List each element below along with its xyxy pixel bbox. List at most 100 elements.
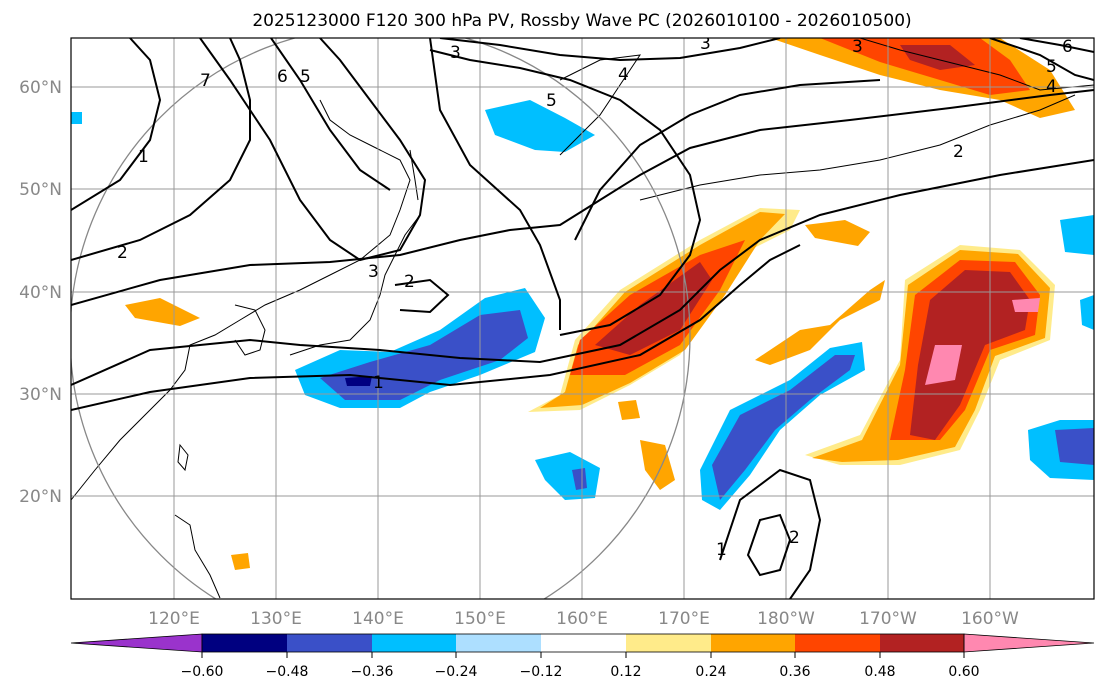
anomaly-positive-east-max-b [1012,298,1040,312]
anomaly-negative-east-core [1055,428,1094,465]
pv-anomaly-fills [71,38,1094,570]
anomaly-positive-small-d [618,400,640,420]
region-circle [71,38,691,599]
lon-tick-label: 130°E [250,609,302,629]
colorbar-label: 0.12 [610,664,641,680]
lat-tick-labels: 60°N 50°N 40°N 30°N 20°N [19,78,62,507]
lon-tick-label: 150°E [454,609,506,629]
anomaly-positive-small-c [640,440,675,490]
anomaly-negative-trop-a-core [712,355,855,500]
colorbar-bin [880,634,964,652]
lon-tick-label: 170°W [859,609,917,629]
contour-labels: 3 3 4 5 6 5 4 7 6 5 1 2 3 2 1 2 3 1 2 [117,34,1073,560]
contour-label: 5 [1046,57,1057,77]
colorbar-label: −0.12 [520,664,563,680]
coastline-kamchatka [559,54,642,156]
colorbar-bin [795,634,880,652]
contour-1-south [71,244,801,411]
contour-label: 3 [368,262,379,282]
contour-low [719,468,822,599]
anomaly-positive-mid [755,280,885,365]
contour-label: 5 [546,91,557,111]
pv-contours [71,38,1094,599]
contour-trough-2 [71,38,162,211]
coastline-aleutians [639,94,1076,201]
colorbar-extend-right [963,633,1095,653]
contour-ridge [429,49,702,336]
coastline-asia [71,99,411,501]
contour-low-2 [746,513,792,577]
contour-trough [71,38,251,261]
lat-tick-label: 60°N [19,78,62,98]
contour-label: 3 [852,37,863,57]
colorbar-bin [456,634,541,652]
lon-tick-label: 180°W [757,609,815,629]
anomaly-negative-ne [1060,215,1094,255]
contour-label: 2 [953,142,964,162]
lon-tick-label: 140°E [352,609,404,629]
colorbar-bin [711,634,795,652]
coastline-japan [289,214,421,356]
anomaly-negative-e2 [1080,295,1094,330]
colorbar-frame [201,633,965,653]
contour-label: 6 [277,67,288,87]
colorbar-ticks [201,652,965,658]
lat-tick-label: 30°N [19,385,62,405]
lat-tick-label: 20°N [19,487,62,507]
anomaly-negative-w [71,112,82,124]
contour-label: 6 [1062,37,1073,57]
lon-tick-labels: 120°E 130°E 140°E 150°E 160°E 170°E 180°… [148,609,1019,629]
contour-label: 2 [117,243,128,263]
lon-tick-label: 160°E [556,609,608,629]
anomaly-positive-small-a [805,220,870,246]
colorbar-bin [541,634,626,652]
lat-tick-label: 50°N [19,180,62,200]
contour-label: 3 [700,34,711,54]
contour-north [439,38,781,62]
contour-okhotsk [429,38,561,330]
coastline-taiwan [177,443,189,472]
anomaly-positive-east-core [910,270,1030,440]
contour-label: 2 [404,272,415,292]
contour-label: 2 [789,528,800,548]
contour-2-south [71,159,1094,386]
anomaly-negative-trop-b-core [572,468,587,490]
chart-title: 2025123000 F120 300 hPa PV, Rossby Wave … [252,11,911,31]
contour-north-2 [989,38,1094,81]
anomaly-positive-ridge-core [595,262,712,355]
colorbar-bin [626,634,711,652]
contour-label: 4 [618,65,629,85]
contour-north-3 [1019,38,1094,53]
map-panel: 3 3 4 5 6 5 4 7 6 5 1 2 3 2 1 2 3 1 2 [70,34,1095,600]
contour-label: 4 [1046,77,1057,97]
coastline-korea [234,304,266,356]
anomaly-positive-small-e [231,553,250,570]
contour-ridge-2 [574,79,881,241]
contour-label: 1 [138,147,149,167]
lat-tick-label: 40°N [19,283,62,303]
colorbar-label: −0.60 [181,664,224,680]
colorbar-label: 0.60 [948,664,979,680]
contour-label: 5 [300,67,311,87]
coastlines [71,38,1094,599]
colorbar-extend-left [70,633,203,653]
contour-trough-3 [199,38,427,262]
colorbar-label: −0.24 [435,664,478,680]
contour-label: 3 [450,43,461,63]
gridlines [71,38,1094,599]
contour-label: 7 [200,71,211,91]
contour-3 [71,89,1094,306]
colorbar-label: −0.36 [351,664,394,680]
map-frame [70,37,1095,600]
colorbar: −0.60 −0.48 −0.36 −0.24 −0.12 0.12 0.24 … [70,633,1095,680]
lon-tick-label: 170°E [658,609,710,629]
anomaly-positive-bering-core [820,38,1030,95]
lon-tick-label: 160°W [961,609,1019,629]
contour-label: 1 [716,540,727,560]
anomaly-negative-japan-max [345,376,372,386]
coastline-alaska [859,38,1094,91]
anomaly-negative-okhotsk [485,100,595,152]
colorbar-label: 0.48 [864,664,895,680]
colorbar-bin [202,634,287,652]
